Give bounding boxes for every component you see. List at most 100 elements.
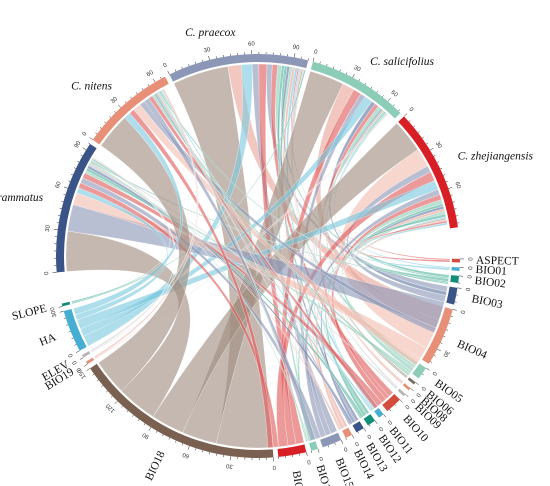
- tick-mark: [408, 120, 411, 122]
- tick-label: 90: [74, 140, 83, 149]
- tick-mark: [364, 82, 367, 85]
- tick-mark: [117, 104, 122, 108]
- segment-label-bio03: BIO03: [471, 293, 504, 311]
- segment-arc-bio01: [451, 266, 460, 271]
- tick-mark: [425, 367, 430, 371]
- tick-mark: [73, 167, 77, 169]
- tick-label: 0: [313, 49, 318, 56]
- tick-mark: [194, 61, 197, 64]
- tick-mark: [405, 393, 409, 398]
- segment-label-bio15: BIO15: [333, 456, 356, 486]
- tick-mark: [89, 137, 93, 140]
- tick-mark: [352, 73, 355, 78]
- tick-mark: [86, 368, 91, 371]
- segment-arc-bio15: [320, 432, 342, 448]
- tick-mark: [187, 445, 190, 450]
- tick-mark: [387, 98, 391, 102]
- tick-label: 90: [141, 431, 150, 440]
- segment-arc-bio16: [309, 441, 318, 451]
- tick-mark: [389, 409, 392, 412]
- segment-arc-aspect: [451, 258, 460, 263]
- segment-arc-bio14: [342, 427, 353, 438]
- tick-mark: [429, 147, 434, 151]
- tick-mark: [79, 357, 84, 360]
- tick-mark: [230, 456, 232, 461]
- tick-mark: [443, 335, 446, 338]
- tick-mark: [345, 72, 348, 75]
- chord-link-c-praecox-bio09: [291, 69, 399, 389]
- tick-mark: [75, 350, 80, 353]
- segment-arc-bio17: [277, 444, 307, 457]
- tick-mark: [162, 434, 164, 437]
- tick-label: 30: [110, 96, 119, 105]
- tick-label: 0: [466, 266, 472, 270]
- tick-mark: [426, 142, 429, 145]
- tick-mark: [433, 155, 436, 157]
- tick-mark: [167, 70, 170, 75]
- tick-mark: [398, 109, 401, 112]
- tick-mark: [436, 161, 439, 163]
- tick-label: 0: [419, 385, 426, 392]
- tick-mark: [95, 132, 98, 135]
- tick-mark: [188, 64, 190, 67]
- tick-label: 30: [45, 224, 52, 232]
- tick-label: 30: [51, 309, 59, 318]
- segment-arc-slope: [61, 301, 71, 307]
- segment-label-bio01: BIO01: [475, 264, 507, 278]
- chord-link-c-nitens-bio17: [129, 109, 274, 448]
- tick-label: 0: [403, 403, 410, 410]
- tick-mark: [368, 424, 371, 427]
- tick-mark: [135, 92, 138, 95]
- tick-mark: [63, 194, 66, 196]
- tick-mark: [440, 342, 443, 344]
- segment-label-bio04: BIO04: [455, 338, 489, 362]
- tick-label: 30: [353, 65, 362, 74]
- tick-mark: [58, 306, 63, 308]
- tick-label: 0: [430, 370, 437, 377]
- chord-link-c-nitens-bio19: [94, 88, 199, 358]
- segment-arc-ha: [63, 308, 87, 351]
- segment-arc-bio10: [382, 393, 400, 412]
- chord-link-c-salicifolius-bio19: [95, 113, 388, 360]
- tick-label: 60: [55, 180, 63, 189]
- tick-mark: [448, 187, 453, 189]
- tick-label: 0: [377, 425, 384, 432]
- tick-mark: [148, 427, 152, 431]
- segment-arc-bio13: [352, 421, 364, 433]
- tick-label: 0: [76, 366, 83, 373]
- tick-label: 0: [50, 306, 57, 311]
- tick-mark: [326, 64, 328, 67]
- tick-mark: [430, 361, 433, 363]
- tick-label: 30: [225, 462, 233, 469]
- tick-mark: [327, 445, 329, 448]
- tick-mark: [121, 405, 123, 408]
- segment-arc-bio12: [363, 414, 376, 426]
- tick-mark: [310, 450, 312, 453]
- chord-link-c-nitens-bio02: [158, 90, 449, 285]
- segment-arc-bio06: [407, 377, 416, 385]
- tick-mark: [317, 448, 320, 453]
- tick-label: 0: [353, 440, 359, 447]
- tick-mark: [68, 331, 71, 333]
- tick-mark: [450, 315, 453, 318]
- tick-label: 60: [453, 181, 461, 190]
- chord-link-c-praecox-ha: [83, 63, 253, 347]
- tick-mark: [417, 131, 420, 133]
- tick-mark: [181, 66, 183, 69]
- tick-mark: [446, 329, 449, 331]
- tick-label: 0: [44, 271, 50, 275]
- tick-mark: [66, 324, 69, 326]
- tick-label: 0: [71, 359, 78, 365]
- tick-mark: [147, 84, 150, 87]
- chord-link-c-grammatus-bio02: [90, 160, 449, 284]
- segment-arc-c-zhejiangensis: [398, 116, 458, 229]
- tick-mark: [63, 317, 66, 319]
- tick-mark: [168, 437, 170, 440]
- tick-mark: [433, 355, 436, 357]
- tick-label: 0: [414, 391, 421, 398]
- tick-mark: [440, 167, 443, 170]
- segment-label-c-praecox: C. praecox: [185, 27, 236, 39]
- tick-mark: [82, 147, 87, 151]
- tick-mark: [195, 448, 197, 451]
- segment-label-bio17: BIO17: [290, 470, 307, 486]
